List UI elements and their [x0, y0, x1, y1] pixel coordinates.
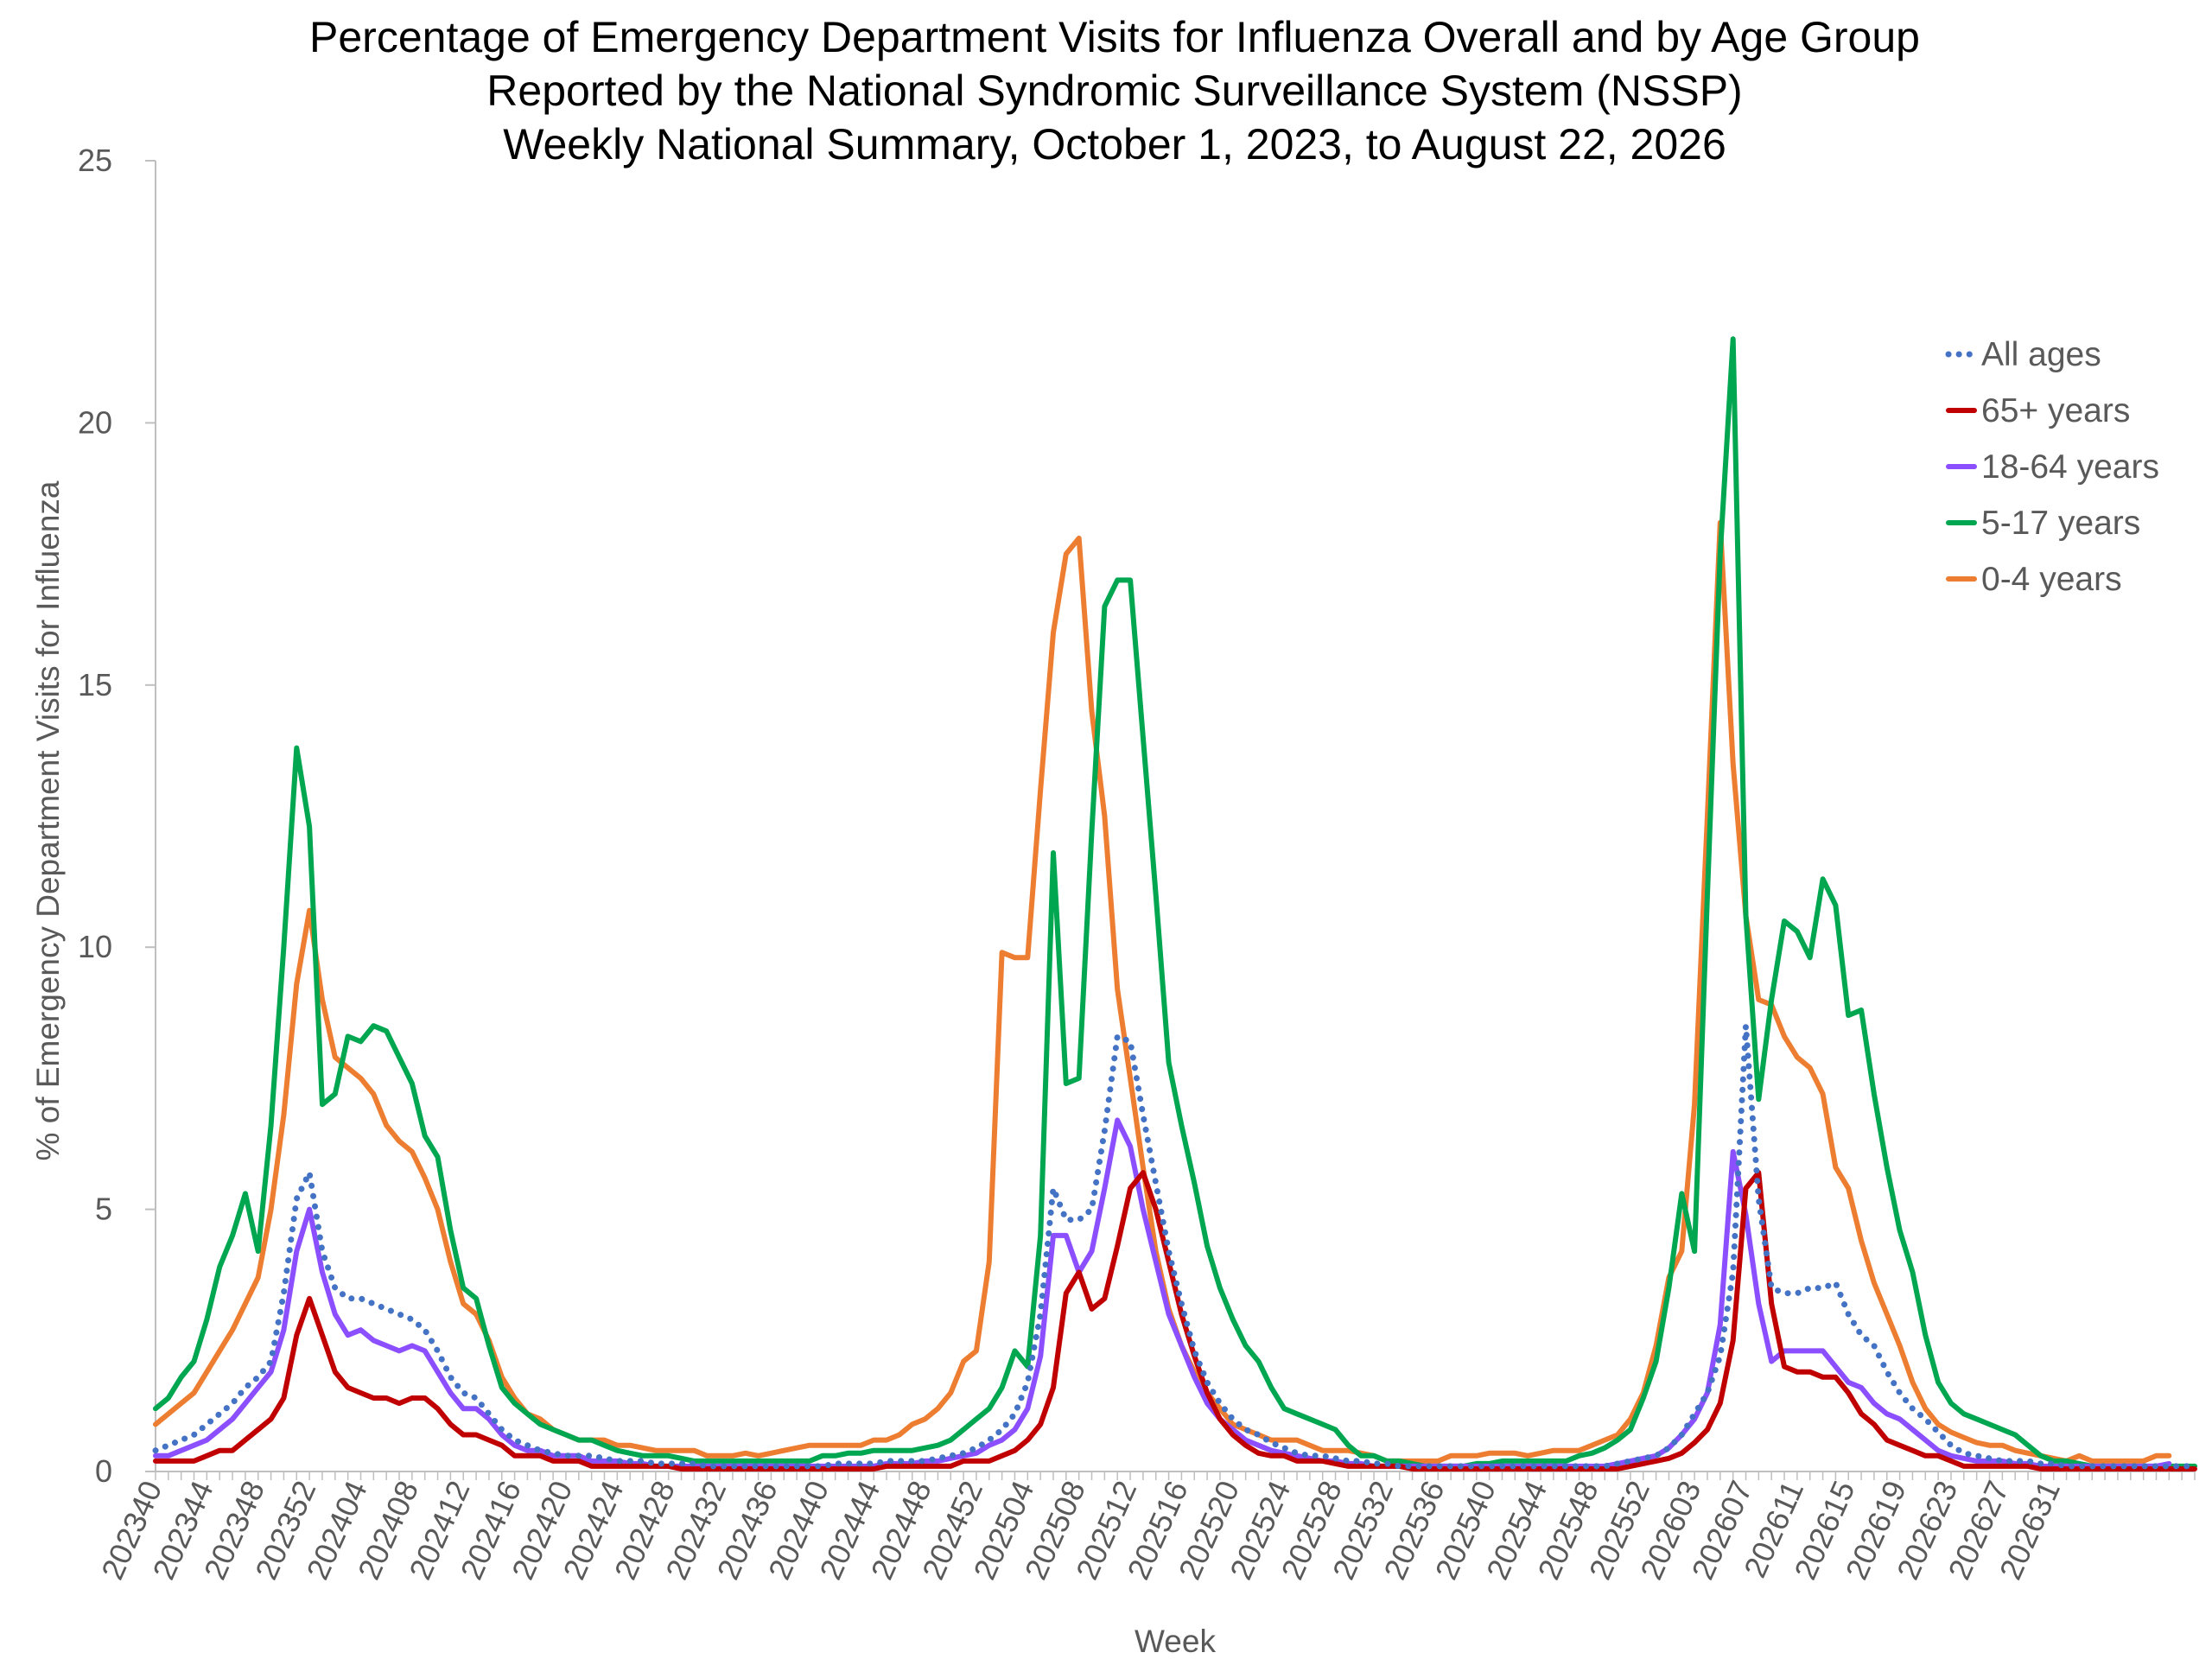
x-axis-title: Week [1135, 1624, 1216, 1659]
legend-label-65-years: 65+ years [1981, 392, 2130, 429]
y-tick-label: 15 [78, 667, 112, 702]
y-tick-label: 25 [78, 143, 112, 178]
series-lines [152, 336, 2198, 1471]
series-line-all-ages [152, 1022, 2198, 1470]
y-axis-title: % of Emergency Department Visits for Inf… [30, 480, 66, 1160]
legend-label-all-ages: All ages [1981, 336, 2101, 373]
chart-title-line: Percentage of Emergency Department Visit… [309, 13, 1920, 61]
chart-title-line: Weekly National Summary, October 1, 2023… [503, 120, 1726, 168]
y-tick-label: 20 [78, 404, 112, 440]
y-tick-label: 5 [95, 1192, 112, 1227]
series-line-18-64-years [153, 1117, 2172, 1469]
series-line-5-17-years [153, 336, 2197, 1469]
legend-label-5-17-years: 5-17 years [1981, 505, 2140, 542]
chart-title: Percentage of Emergency Department Visit… [309, 13, 1920, 168]
chart-title-line: Reported by the National Syndromic Surve… [486, 67, 1742, 115]
y-tick-label: 10 [78, 929, 112, 964]
legend: All ages 65+ years 18-64 years 5-17 years 0-… [1945, 336, 2159, 598]
legend-label-18-64-years: 18-64 years [1981, 448, 2159, 486]
legend-label-0-4-years: 0-4 years [1981, 561, 2122, 598]
series-line-65-years [153, 1170, 2197, 1471]
y-tick-label: 0 [95, 1453, 112, 1489]
